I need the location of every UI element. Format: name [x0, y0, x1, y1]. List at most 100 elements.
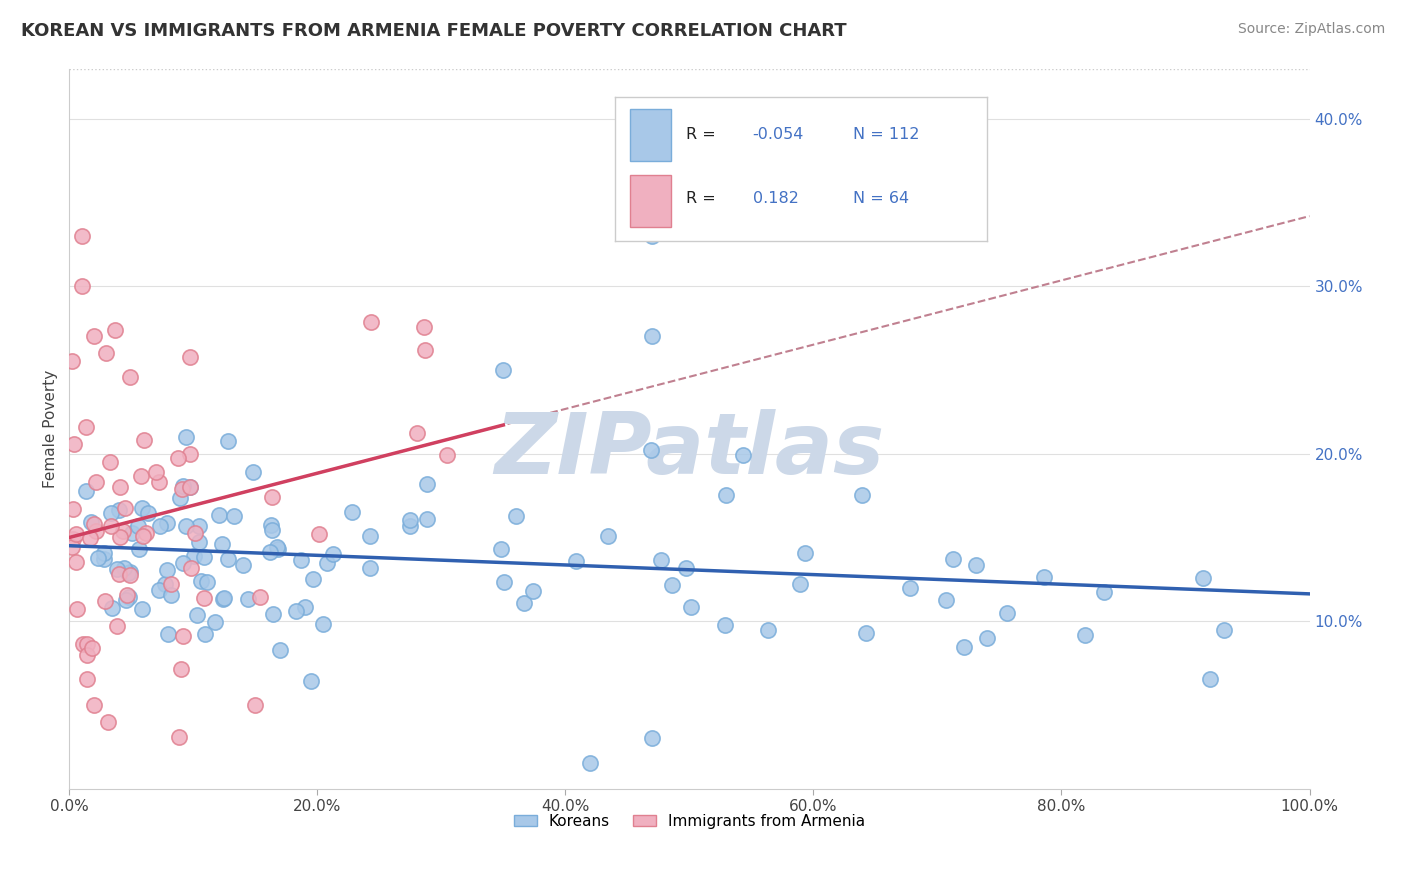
Point — [179, 350, 201, 364]
Point — [148, 475, 170, 490]
Point — [187, 518, 209, 533]
Point — [72, 637, 94, 651]
Point — [360, 315, 382, 329]
Point — [80, 515, 103, 529]
Point — [172, 478, 194, 492]
Point — [76, 637, 98, 651]
Point — [416, 477, 439, 491]
Point — [661, 578, 683, 592]
Point — [101, 601, 124, 615]
Point — [180, 561, 202, 575]
Point — [170, 482, 193, 496]
Point — [299, 673, 322, 688]
Point — [62, 533, 84, 547]
Point — [714, 488, 737, 502]
Point — [111, 524, 134, 538]
Point — [167, 731, 190, 745]
Point — [166, 450, 188, 465]
Point — [312, 617, 335, 632]
Point — [117, 566, 139, 580]
Point — [76, 673, 98, 687]
Point — [302, 572, 325, 586]
Point — [174, 430, 197, 444]
Point — [172, 629, 194, 643]
Point — [789, 577, 811, 591]
Point — [170, 662, 193, 676]
Point — [156, 516, 179, 530]
Point — [489, 542, 512, 557]
Point — [186, 608, 208, 623]
Point — [129, 468, 152, 483]
Point — [284, 604, 307, 618]
Point — [399, 512, 422, 526]
Text: KOREAN VS IMMIGRANTS FROM ARMENIA FEMALE POVERTY CORRELATION CHART: KOREAN VS IMMIGRANTS FROM ARMENIA FEMALE… — [21, 22, 846, 40]
Point — [135, 526, 157, 541]
Point — [131, 501, 153, 516]
Point — [436, 448, 458, 462]
Point — [1199, 673, 1222, 687]
Point — [79, 531, 101, 545]
Point — [120, 565, 142, 579]
Point — [108, 480, 131, 494]
Point — [132, 529, 155, 543]
Point — [294, 599, 316, 614]
Point — [851, 488, 873, 502]
Point — [650, 553, 672, 567]
Point — [121, 526, 143, 541]
Point — [965, 558, 987, 572]
Point — [308, 526, 330, 541]
Point — [108, 530, 131, 544]
Point — [60, 353, 83, 368]
Point — [169, 491, 191, 505]
Point — [492, 363, 515, 377]
Point — [134, 433, 156, 447]
Point — [245, 698, 267, 712]
Point — [96, 346, 118, 360]
Point — [98, 454, 121, 468]
Point — [70, 229, 93, 244]
Point — [179, 480, 201, 494]
Point — [269, 643, 291, 657]
Point — [105, 619, 128, 633]
Point — [193, 591, 215, 606]
Point — [70, 279, 93, 293]
Point — [127, 519, 149, 533]
Point — [1092, 584, 1115, 599]
Point — [159, 576, 181, 591]
Point — [87, 551, 110, 566]
Point — [157, 627, 180, 641]
Point — [62, 502, 84, 516]
Point — [522, 583, 544, 598]
Point — [159, 588, 181, 602]
Point — [249, 591, 271, 605]
Point — [104, 323, 127, 337]
Point — [266, 541, 288, 555]
Point — [83, 329, 105, 343]
Point — [598, 529, 620, 543]
Point — [995, 607, 1018, 621]
Point — [731, 448, 754, 462]
Point — [156, 564, 179, 578]
Point — [641, 229, 664, 244]
Point — [1191, 571, 1213, 585]
Y-axis label: Female Poverty: Female Poverty — [44, 369, 58, 488]
Point — [756, 623, 779, 637]
Point — [93, 545, 115, 559]
Point — [172, 557, 194, 571]
Point — [187, 534, 209, 549]
Point — [105, 561, 128, 575]
Point — [96, 714, 118, 729]
Point — [184, 526, 207, 541]
Point — [316, 556, 339, 570]
Point — [322, 547, 344, 561]
Point — [714, 618, 737, 632]
Point — [942, 552, 965, 566]
Point — [153, 577, 176, 591]
Point — [935, 593, 957, 607]
Point — [75, 483, 97, 498]
Point — [413, 320, 436, 334]
Point — [217, 552, 239, 566]
Point — [118, 590, 141, 604]
Point — [131, 601, 153, 615]
Point — [115, 593, 138, 607]
